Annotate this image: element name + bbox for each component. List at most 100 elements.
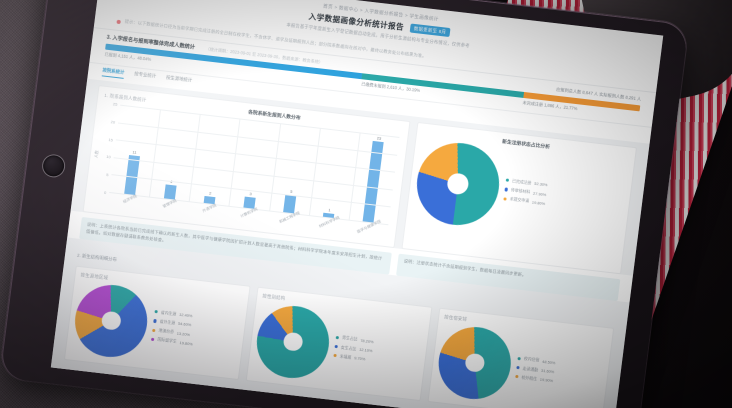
bar-value-label: 1 bbox=[328, 207, 331, 213]
alert-dot-icon bbox=[116, 19, 121, 24]
donut-chart-overall[interactable] bbox=[412, 138, 504, 230]
legend-row[interactable]: 女生占比 12.10% bbox=[334, 343, 373, 354]
x-label-slot: 管理学院 bbox=[147, 198, 189, 217]
legend-label: 男生占比 bbox=[341, 335, 358, 342]
bar-value-label: 3 bbox=[249, 191, 253, 197]
legend-swatch bbox=[333, 353, 337, 358]
legend-swatch bbox=[504, 187, 509, 192]
bar-chart-caption: 1. 院系报到人数统计 bbox=[104, 92, 147, 103]
x-tick-label: 医学与健康学院 bbox=[356, 219, 382, 235]
legend-value: 12.40% bbox=[178, 312, 193, 319]
bar[interactable] bbox=[123, 155, 140, 195]
legend-row[interactable]: 未提交申请 19.80% bbox=[503, 196, 545, 207]
legend-row[interactable]: 校外租住 19.90% bbox=[515, 374, 553, 384]
y-tick: 10 bbox=[106, 154, 111, 160]
x-label-slot: 外语学院 bbox=[187, 202, 229, 221]
card-donut-gender: 按性别结构 男生占比 78.20% 女生占比 12.10% 未填报 9.70% bbox=[245, 286, 433, 401]
tablet-screen: 首页 > 数据中心 > 入学数据分析报告 > 学生画像统计 入学数据画像分析统计… bbox=[50, 0, 664, 408]
y-axis-label: 人数 bbox=[93, 150, 100, 159]
legend-label: 国际留学生 bbox=[157, 336, 178, 344]
legend-label: 省外生源 bbox=[159, 318, 176, 326]
legend-value: 9.70% bbox=[353, 355, 366, 362]
legend-swatch bbox=[516, 365, 520, 370]
legend-value: 13.20% bbox=[176, 330, 191, 337]
x-tick-label: 计算机学院 bbox=[240, 207, 259, 219]
legend-swatch bbox=[335, 335, 340, 340]
bar-value-label: 5 bbox=[289, 189, 293, 195]
legend-label: 女生占比 bbox=[340, 344, 357, 351]
legend-swatch bbox=[153, 319, 157, 323]
legend-value: 52.30% bbox=[534, 181, 548, 188]
dashboard-page: 首页 > 数据中心 > 入学数据分析报告 > 学生画像统计 入学数据画像分析统计… bbox=[50, 0, 664, 408]
y-tick: 0 bbox=[103, 189, 107, 196]
x-tick-label: 管理学院 bbox=[162, 198, 178, 209]
donut-chart-region[interactable] bbox=[70, 280, 152, 361]
tab-1[interactable]: 按专业统计 bbox=[133, 71, 157, 79]
legend-row[interactable]: 校内住宿 48.50% bbox=[517, 355, 556, 366]
y-tick: 5 bbox=[105, 172, 109, 178]
legend-value: 54.60% bbox=[177, 321, 192, 328]
status-badge: 数据更新至 8月 bbox=[409, 23, 451, 38]
legend-label: 校内住宿 bbox=[523, 356, 540, 363]
bar-value-label: 11 bbox=[132, 149, 137, 156]
card-donut-region: 按生源地区域 省内生源 12.40% 省外生源 54.60% 港澳台侨 13.20% 国际留… bbox=[63, 265, 251, 380]
bar[interactable] bbox=[283, 194, 297, 214]
bar[interactable] bbox=[163, 184, 177, 200]
legend-value: 12.10% bbox=[358, 346, 373, 354]
legend-label: 待审核材料 bbox=[510, 187, 531, 195]
home-button[interactable] bbox=[40, 153, 67, 179]
legend-swatch bbox=[515, 374, 519, 379]
donut-chart-gender[interactable] bbox=[252, 301, 334, 382]
x-tick-label: 外语学院 bbox=[201, 203, 217, 214]
legend-row[interactable]: 未填报 9.70% bbox=[333, 353, 371, 363]
legend-gender: 男生占比 78.20% 女生占比 12.10% 未填报 9.70% bbox=[333, 334, 374, 363]
legend-row[interactable]: 国际留学生 19.80% bbox=[150, 336, 194, 347]
x-tick-label: 机械工程学院 bbox=[278, 210, 301, 225]
y-tick: 25 bbox=[112, 101, 118, 107]
legend-swatch bbox=[152, 328, 156, 332]
legend-row[interactable]: 男生占比 78.20% bbox=[335, 334, 374, 345]
tab-0[interactable]: 按院系统计 bbox=[101, 67, 125, 79]
legend-value: 78.20% bbox=[360, 337, 374, 345]
legend-value: 48.50% bbox=[541, 358, 556, 366]
y-tick: 15 bbox=[108, 136, 114, 143]
legend-swatch bbox=[517, 356, 522, 361]
legend-label: 走读通勤 bbox=[522, 365, 539, 372]
legend-label: 已完成注册 bbox=[511, 178, 532, 186]
legend-row[interactable]: 走读通勤 31.60% bbox=[516, 364, 555, 375]
section-header-label: 2. 新生结构明细分布 bbox=[76, 252, 118, 262]
legend-swatch bbox=[334, 344, 339, 349]
tab-2[interactable]: 按生源地统计 bbox=[165, 74, 193, 83]
legend-value: 19.90% bbox=[539, 376, 554, 384]
x-label-slot: 机械工程学院 bbox=[267, 211, 309, 230]
legend-label: 校外租住 bbox=[521, 374, 538, 382]
x-tick-label: 材料科学学院 bbox=[318, 215, 340, 229]
bar-value-label: 2 bbox=[208, 190, 212, 196]
donut-region-wrap: 省内生源 12.40% 省外生源 54.60% 港澳台侨 13.20% 国际留学生 19.80… bbox=[70, 280, 243, 371]
legend-label: 未填报 bbox=[339, 353, 352, 360]
legend-value: 19.80% bbox=[179, 339, 194, 347]
x-label-slot: 材料科学学院 bbox=[307, 216, 349, 235]
legend-accommodation: 校内住宿 48.50% 走读通勤 31.60% 校外租住 19.90% bbox=[515, 355, 556, 384]
legend-value: 31.60% bbox=[540, 367, 555, 375]
legend-swatch bbox=[154, 310, 159, 314]
legend-region: 省内生源 12.40% 省外生源 54.60% 港澳台侨 13.20% 国际留学生 19.80… bbox=[150, 309, 197, 347]
card-donut-overall: 新生注册状态占比分析 已完成注册 52.30% 待审核材料 27.90% 未提交申请 19… bbox=[401, 121, 638, 275]
x-label-slot: 计算机学院 bbox=[227, 207, 269, 226]
legend-label: 港澳台侨 bbox=[158, 327, 175, 335]
bar-value-label: 23 bbox=[376, 135, 382, 141]
legend-swatch bbox=[505, 178, 510, 183]
tablet-device: 首页 > 数据中心 > 入学数据分析报告 > 学生画像统计 入学数据画像分析统计… bbox=[0, 0, 689, 408]
legend-swatch bbox=[150, 337, 155, 341]
legend-swatch bbox=[503, 196, 507, 201]
legend-overall: 已完成注册 52.30% 待审核材料 27.90% 未提交申请 19.80% bbox=[503, 177, 548, 206]
donut-chart-accommodation[interactable] bbox=[434, 322, 516, 403]
legend-label: 未提交申请 bbox=[509, 196, 530, 204]
legend-label: 省内生源 bbox=[160, 309, 177, 317]
donut-gender-wrap: 男生占比 78.20% 女生占比 12.10% 未填报 9.70% bbox=[252, 301, 425, 392]
x-tick-label: 经济学院 bbox=[122, 194, 138, 205]
card-donut-accommodation: 按住宿安排 校内住宿 48.50% 走读通勤 31.60% 校外租住 19.90% bbox=[427, 307, 615, 408]
legend-value: 27.90% bbox=[532, 190, 547, 197]
x-label-slot: 医学与健康学院 bbox=[347, 219, 389, 240]
